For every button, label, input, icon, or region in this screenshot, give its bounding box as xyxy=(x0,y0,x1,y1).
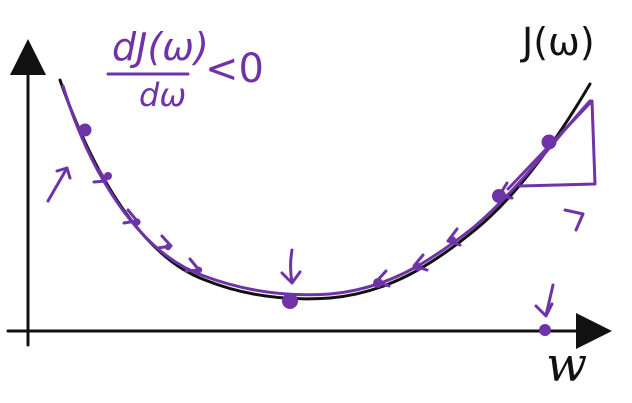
curve-point-right-5 xyxy=(542,135,557,150)
axis-point-w xyxy=(539,324,551,336)
derivative-denominator: dω xyxy=(139,76,186,114)
x-axis-label: w xyxy=(546,337,587,393)
left-side-hook-arrow xyxy=(48,168,70,201)
derivative-numerator: dJ(ω) xyxy=(112,25,209,69)
curve-point-minimum xyxy=(282,293,298,309)
derivative-relation: <0 xyxy=(205,46,264,92)
tangent-mark-arrow xyxy=(565,210,583,230)
axis-point-arrow xyxy=(536,285,553,316)
curve-point-upper-left xyxy=(79,124,92,137)
gradient-path-overlay xyxy=(63,86,590,295)
left-arrow-3 xyxy=(158,236,171,248)
minimum-arrow xyxy=(282,250,300,283)
curve-label: J(ω) xyxy=(520,20,595,64)
